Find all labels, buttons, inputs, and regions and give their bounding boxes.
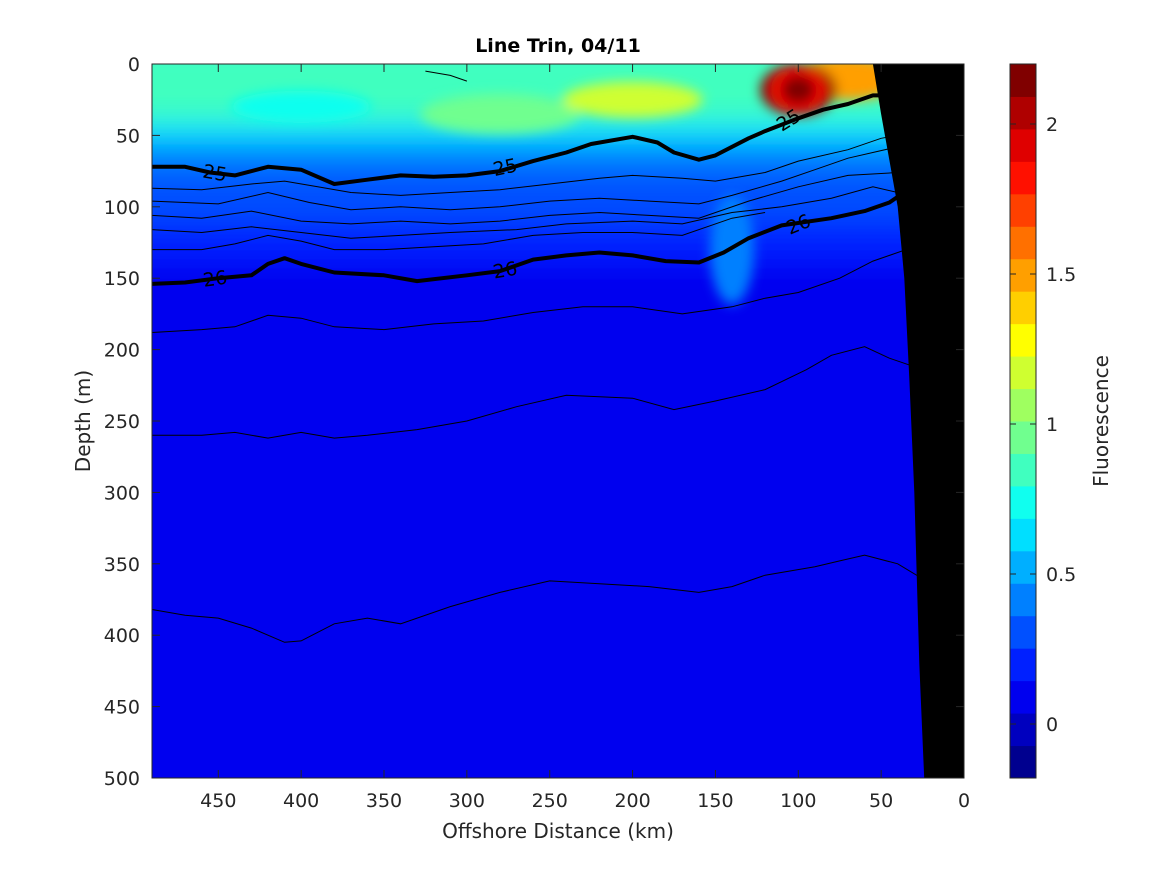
x-tick-label: 200 xyxy=(614,790,650,812)
contour-label-text: 26 xyxy=(202,267,229,292)
colorbar-swatch xyxy=(1010,356,1036,390)
contour-label: 26 xyxy=(491,258,519,284)
colorbar-swatch xyxy=(1010,583,1036,617)
fluorescence-feature xyxy=(562,81,703,118)
colorbar-swatch xyxy=(1010,745,1036,779)
fluorescence-peak xyxy=(780,74,817,105)
colorbar-swatch xyxy=(1010,161,1036,195)
colorbar-swatch xyxy=(1010,193,1036,227)
colorbar-swatch xyxy=(1010,615,1036,649)
coast-mask xyxy=(872,64,964,778)
colorbar-label: Fluorescence xyxy=(1089,355,1113,487)
density-contour-25 xyxy=(152,93,964,186)
y-tick-label: 350 xyxy=(104,554,140,576)
colorbar-swatch xyxy=(1010,388,1036,422)
colorbar-swatch xyxy=(1010,291,1036,325)
contour-label: 25 xyxy=(201,161,229,187)
x-tick-label: 150 xyxy=(697,790,733,812)
density-contour-minor xyxy=(152,131,964,196)
y-tick-label: 250 xyxy=(104,411,140,433)
x-tick-label: 450 xyxy=(200,790,236,812)
y-tick-label: 400 xyxy=(104,625,140,647)
y-tick-label: 50 xyxy=(116,125,140,147)
density-contour-minor xyxy=(152,171,964,225)
colorbar-swatch xyxy=(1010,323,1036,357)
x-tick-label: 400 xyxy=(283,790,319,812)
y-tick-label: 450 xyxy=(104,697,140,719)
fluorescence-feature xyxy=(420,93,580,134)
x-tick-label: 50 xyxy=(869,790,893,812)
contour-label-text: 26 xyxy=(491,258,519,284)
density-contour-minor xyxy=(425,70,468,82)
x-tick-label: 100 xyxy=(780,790,816,812)
colorbar-tick-label: 1.5 xyxy=(1046,264,1076,286)
x-tick-label: 350 xyxy=(366,790,402,812)
colorbar-swatch xyxy=(1010,128,1036,162)
colorbar-tick-label: 0.5 xyxy=(1046,564,1076,586)
contour-label-text: 25 xyxy=(491,155,519,182)
colorbar-frame xyxy=(1009,63,1037,779)
contour-label-text: 25 xyxy=(201,161,229,187)
y-tick-label: 0 xyxy=(128,54,140,76)
colorbar-tick-label: 1 xyxy=(1046,414,1058,436)
colorbar-swatch xyxy=(1010,453,1036,487)
x-tick-label: 300 xyxy=(449,790,485,812)
plot-area xyxy=(152,64,964,778)
contour-label: 25 xyxy=(491,155,519,182)
y-tick-label: 500 xyxy=(104,768,140,790)
colorbar-swatch xyxy=(1010,258,1036,292)
density-contour-minor xyxy=(152,212,766,251)
y-tick-label: 100 xyxy=(104,197,140,219)
density-contour-minor xyxy=(152,346,915,439)
chart-title: Line Trin, 04/11 xyxy=(475,35,641,57)
colorbar-tick-label: 2 xyxy=(1046,114,1058,136)
colorbar-swatch xyxy=(1010,648,1036,682)
density-contour-minor xyxy=(152,186,964,239)
y-tick-label: 300 xyxy=(104,482,140,504)
colorbar-swatch xyxy=(1010,421,1036,454)
y-tick-label: 200 xyxy=(104,340,140,362)
colorbar-swatch xyxy=(1010,550,1036,584)
colorbar-swatch xyxy=(1010,713,1036,747)
colorbar-tick-label: 0 xyxy=(1046,714,1058,736)
y-axis-label: Depth (m) xyxy=(71,370,95,472)
colorbar-swatch xyxy=(1010,680,1036,714)
colorbar-swatch xyxy=(1010,485,1036,519)
x-tick-label: 0 xyxy=(958,790,970,812)
contour-label: 26 xyxy=(202,267,229,292)
density-contour-minor xyxy=(152,246,964,333)
x-axis-label: Offshore Distance (km) xyxy=(442,819,674,843)
colorbar: 0 0.5 1 1.5 2 xyxy=(1009,63,1076,779)
axes: 450 400 350 300 250 200 150 100 50 00501001502002… xyxy=(104,54,970,812)
fluorescence-feature xyxy=(231,90,372,123)
density-contour-minor xyxy=(152,146,964,211)
colorbar-swatch xyxy=(1010,64,1036,97)
density-contour-minor xyxy=(152,554,932,643)
colorbar-swatch xyxy=(1010,518,1036,552)
colorbar-swatch xyxy=(1010,226,1036,260)
x-tick-label: 250 xyxy=(532,790,568,812)
density-contour-26 xyxy=(152,189,964,286)
y-tick-label: 150 xyxy=(104,268,140,290)
